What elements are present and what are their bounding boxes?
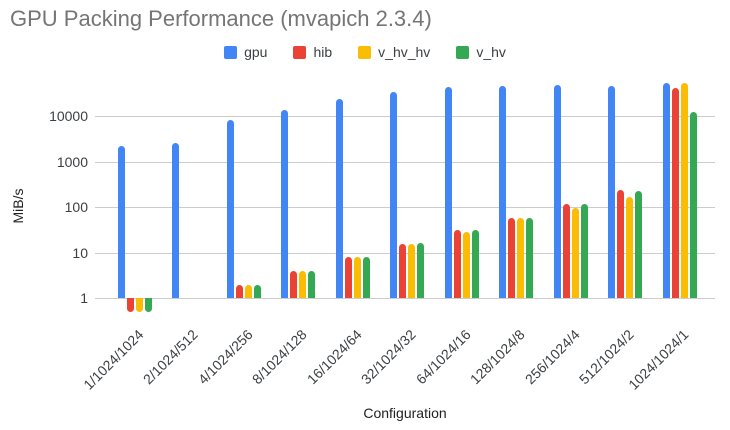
bar-gpu-1024/1024/1[interactable] <box>662 83 670 298</box>
legend-item-v_hv: v_hv <box>456 44 506 60</box>
x-tick-label-128/1024/8: 128/1024/8 <box>466 326 528 388</box>
bar-hib-128/1024/8[interactable] <box>508 217 516 298</box>
bar-v_hv_hv-1024/1024/1[interactable] <box>680 82 688 298</box>
bar-gpu-128/1024/8[interactable] <box>499 86 507 298</box>
bar-hib-16/1024/64[interactable] <box>344 256 352 298</box>
y-tick-label-100: 100 <box>64 199 88 215</box>
bar-gpu-16/1024/64[interactable] <box>335 98 343 298</box>
y-tick-label-1: 1 <box>80 290 88 306</box>
legend-swatch-v_hv_hv <box>358 45 372 59</box>
bar-hib-1024/1024/1[interactable] <box>671 87 679 298</box>
bar-gpu-64/1024/16[interactable] <box>444 87 452 298</box>
y-tick-label-10000: 10000 <box>49 108 88 124</box>
bar-gpu-8/1024/128[interactable] <box>281 110 289 298</box>
bar-hib-4/1024/256[interactable] <box>235 285 243 298</box>
x-tick-label-8/1024/128: 8/1024/128 <box>248 326 310 388</box>
x-tick-label-4/1024/256: 4/1024/256 <box>194 326 256 388</box>
bar-gpu-2/1024/512[interactable] <box>172 142 180 298</box>
bar-v_hv-4/1024/256[interactable] <box>253 285 261 298</box>
y-axis-title: MiB/s <box>10 188 26 224</box>
x-tick-label-32/1024/32: 32/1024/32 <box>357 326 419 388</box>
legend-swatch-gpu <box>224 45 238 59</box>
legend-item-hib: hib <box>293 44 332 60</box>
x-tick-label-64/1024/16: 64/1024/16 <box>412 326 474 388</box>
bar-hib-64/1024/16[interactable] <box>453 230 461 298</box>
legend-label-v_hv_hv: v_hv_hv <box>378 44 431 60</box>
bar-gpu-512/1024/2[interactable] <box>608 86 616 298</box>
bar-hib-256/1024/4[interactable] <box>562 204 570 298</box>
y-tick-label-1000: 1000 <box>56 153 88 170</box>
bar-gpu-4/1024/256[interactable] <box>226 119 234 298</box>
bar-v_hv-64/1024/16[interactable] <box>471 230 479 298</box>
bar-v_hv_hv-64/1024/16[interactable] <box>462 232 470 298</box>
gridline-1 <box>95 298 715 299</box>
bar-v_hv-512/1024/2[interactable] <box>635 190 643 298</box>
bar-v_hv-1/1024/1024[interactable] <box>144 298 152 312</box>
bar-v_hv_hv-1/1024/1024[interactable] <box>135 298 143 312</box>
bar-v_hv-128/1024/8[interactable] <box>526 217 534 298</box>
legend-item-v_hv_hv: v_hv_hv <box>358 44 430 60</box>
bar-v_hv_hv-4/1024/256[interactable] <box>244 285 252 298</box>
bar-gpu-256/1024/4[interactable] <box>553 85 561 298</box>
x-tick-label-16/1024/64: 16/1024/64 <box>303 326 365 388</box>
bar-v_hv_hv-512/1024/2[interactable] <box>626 197 634 298</box>
legend-label-hib: hib <box>313 44 333 60</box>
legend-label-gpu: gpu <box>244 44 268 60</box>
x-axis-title: Configuration <box>363 405 447 421</box>
legend-swatch-hib <box>293 45 307 59</box>
chart-legend: gpu hib v_hv_hv v_hv <box>0 44 730 60</box>
y-tick-label-10: 10 <box>72 244 88 261</box>
bar-v_hv_hv-256/1024/4[interactable] <box>571 208 579 298</box>
bar-hib-1/1024/1024[interactable] <box>126 298 134 312</box>
bar-v_hv-256/1024/4[interactable] <box>580 204 588 298</box>
bar-v_hv_hv-8/1024/128[interactable] <box>299 271 307 298</box>
bar-gpu-32/1024/32[interactable] <box>390 91 398 298</box>
gridline-100 <box>95 207 715 208</box>
gridline-1000 <box>95 161 715 163</box>
bar-hib-8/1024/128[interactable] <box>290 270 298 298</box>
bar-v_hv-1024/1024/1[interactable] <box>689 111 697 298</box>
legend-item-gpu: gpu <box>224 44 267 60</box>
bar-v_hv_hv-32/1024/32[interactable] <box>408 244 416 298</box>
x-tick-label-1/1024/1024: 1/1024/1024 <box>79 326 147 393</box>
bar-v_hv-8/1024/128[interactable] <box>308 270 316 298</box>
bar-v_hv_hv-128/1024/8[interactable] <box>517 218 525 298</box>
legend-swatch-v_hv <box>456 45 470 59</box>
x-tick-label-256/1024/4: 256/1024/4 <box>521 326 583 388</box>
bar-v_hv_hv-16/1024/64[interactable] <box>353 257 361 298</box>
gridline-10000 <box>95 116 715 117</box>
x-tick-label-2/1024/512: 2/1024/512 <box>139 326 201 388</box>
bar-hib-512/1024/2[interactable] <box>617 189 625 298</box>
bar-gpu-1/1024/1024[interactable] <box>117 145 125 298</box>
chart-title: GPU Packing Performance (mvapich 2.3.4) <box>10 6 432 31</box>
bar-v_hv-32/1024/32[interactable] <box>417 243 425 298</box>
bar-hib-32/1024/32[interactable] <box>399 243 407 298</box>
bar-v_hv-16/1024/64[interactable] <box>362 256 370 298</box>
legend-label-v_hv: v_hv <box>476 44 506 60</box>
